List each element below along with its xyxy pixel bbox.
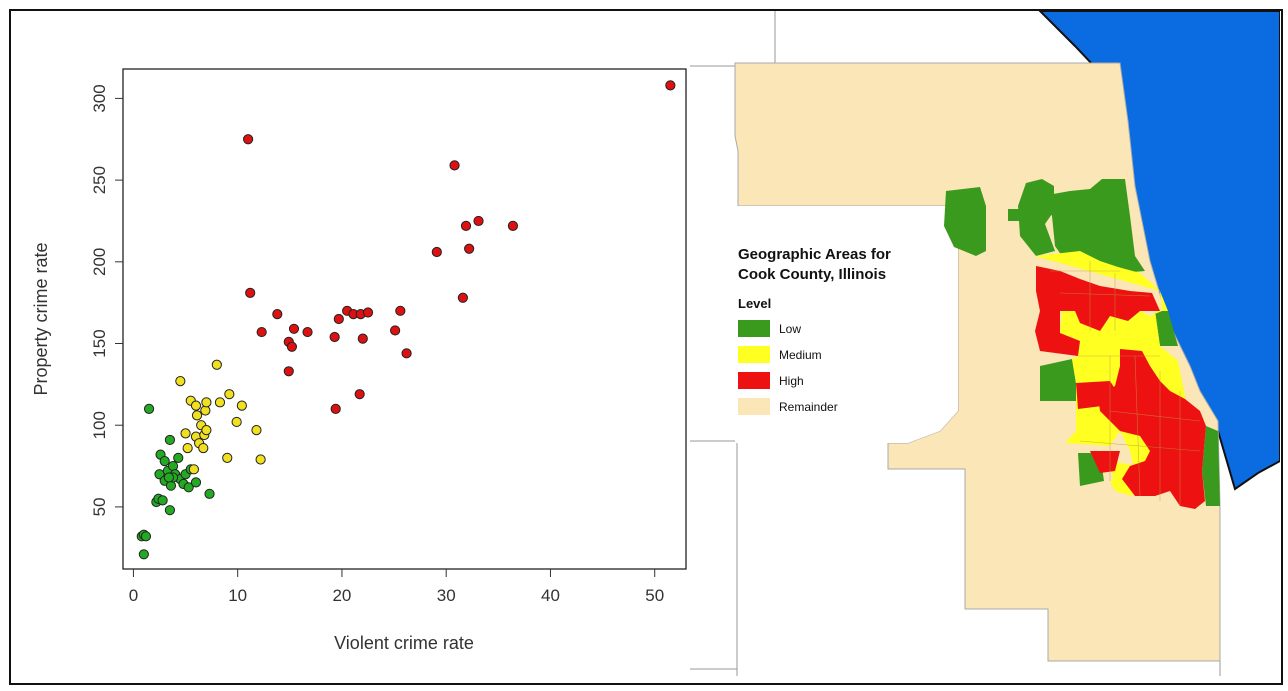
plot-box xyxy=(122,68,687,570)
figure-frame xyxy=(9,9,1283,685)
legend-swatch xyxy=(738,372,770,389)
scatter-point xyxy=(231,416,242,428)
scatter-point xyxy=(473,215,484,227)
scatter-point xyxy=(329,331,340,343)
scatter-point xyxy=(163,472,174,483)
scatter-point xyxy=(507,220,519,231)
scatter-point xyxy=(245,287,256,298)
scatter-point xyxy=(288,323,300,334)
x-tick-label: 0 xyxy=(129,586,138,605)
data-points xyxy=(136,80,676,560)
x-axis-label: Violent crime rate xyxy=(334,633,474,653)
scatter-plot: 0 10 20 30 40 50 50 100 150 200 250 300 Violent cr… xyxy=(31,68,687,653)
y-axis: 50 100 150 200 250 300 xyxy=(90,84,123,516)
legend-box xyxy=(735,206,958,443)
scatter-point xyxy=(175,375,186,387)
scatter-point xyxy=(457,292,468,303)
y-tick-label: 50 xyxy=(90,497,109,516)
scatter-point xyxy=(464,243,475,254)
scatter-point xyxy=(224,389,235,400)
scatter-point xyxy=(431,246,442,258)
x-tick-label: 30 xyxy=(437,586,456,605)
legend-swatch xyxy=(738,320,770,337)
scatter-point xyxy=(201,425,212,436)
x-tick-label: 40 xyxy=(541,586,560,605)
scatter-point xyxy=(286,341,297,352)
legend-swatch xyxy=(738,346,770,363)
legend-title-line1: Geographic Areas for xyxy=(738,246,891,263)
map-legend: Geographic Areas for Cook County, Illino… xyxy=(738,246,891,415)
scatter-point xyxy=(362,307,374,318)
scatter-point xyxy=(214,397,226,408)
scatter-point xyxy=(283,366,294,377)
scatter-point xyxy=(449,160,460,171)
x-tick-label: 20 xyxy=(332,586,351,605)
scatter-point xyxy=(272,308,283,320)
scatter-point xyxy=(164,505,176,516)
scatter-point xyxy=(143,403,155,414)
scatter-point xyxy=(302,326,313,338)
scatter-point xyxy=(201,397,212,408)
scatter-point xyxy=(354,389,365,400)
y-tick-label: 100 xyxy=(90,411,109,439)
scatter-point xyxy=(330,403,341,414)
district-lines xyxy=(1050,261,1201,506)
scatter-point xyxy=(333,313,344,325)
legend-subtitle: Level xyxy=(738,296,771,311)
scatter-point xyxy=(222,452,233,463)
scatter-point xyxy=(183,482,194,493)
x-tick-label: 10 xyxy=(228,586,247,605)
scatter-point xyxy=(390,325,401,336)
legend-label: Low xyxy=(779,322,801,336)
scatter-point xyxy=(180,428,191,439)
scatter-point xyxy=(243,134,254,145)
legend-title-line2: Cook County, Illinois xyxy=(738,266,886,283)
scatter-point xyxy=(157,495,168,506)
scatter-point xyxy=(159,456,170,467)
legend-label: Remainder xyxy=(779,400,838,414)
scatter-point xyxy=(191,410,203,421)
scatter-point xyxy=(188,464,199,475)
scatter-point xyxy=(460,220,472,231)
scatter-point xyxy=(665,80,676,91)
scatter-point xyxy=(164,434,176,446)
legend-label: Medium xyxy=(779,348,822,362)
scatter-point xyxy=(236,400,247,411)
scatter-point xyxy=(211,359,222,370)
scatter-point xyxy=(190,400,202,411)
scatter-point xyxy=(173,452,184,463)
high-areas xyxy=(1035,266,1206,509)
x-tick-label: 50 xyxy=(645,586,664,605)
y-axis-label: Property crime rate xyxy=(31,242,51,395)
scatter-point xyxy=(138,549,149,560)
y-tick-label: 150 xyxy=(90,329,109,357)
scatter-point xyxy=(204,488,215,499)
y-tick-label: 300 xyxy=(90,84,109,112)
scatter-point xyxy=(357,333,368,344)
scatter-point xyxy=(255,454,266,465)
x-axis: 0 10 20 30 40 50 xyxy=(129,569,664,605)
scatter-point xyxy=(256,326,267,338)
legend-label: High xyxy=(779,374,804,388)
legend-swatch xyxy=(738,398,770,415)
cook-county-map: Geographic Areas for Cook County, Illino… xyxy=(690,11,1280,676)
y-tick-label: 250 xyxy=(90,166,109,194)
y-tick-label: 200 xyxy=(90,248,109,276)
scatter-point xyxy=(395,305,406,316)
scatter-point xyxy=(190,477,202,488)
scatter-point xyxy=(198,442,209,454)
scatter-point xyxy=(140,531,152,542)
scatter-point xyxy=(401,348,412,359)
scatter-point xyxy=(251,425,262,436)
scatter-point xyxy=(182,442,193,454)
